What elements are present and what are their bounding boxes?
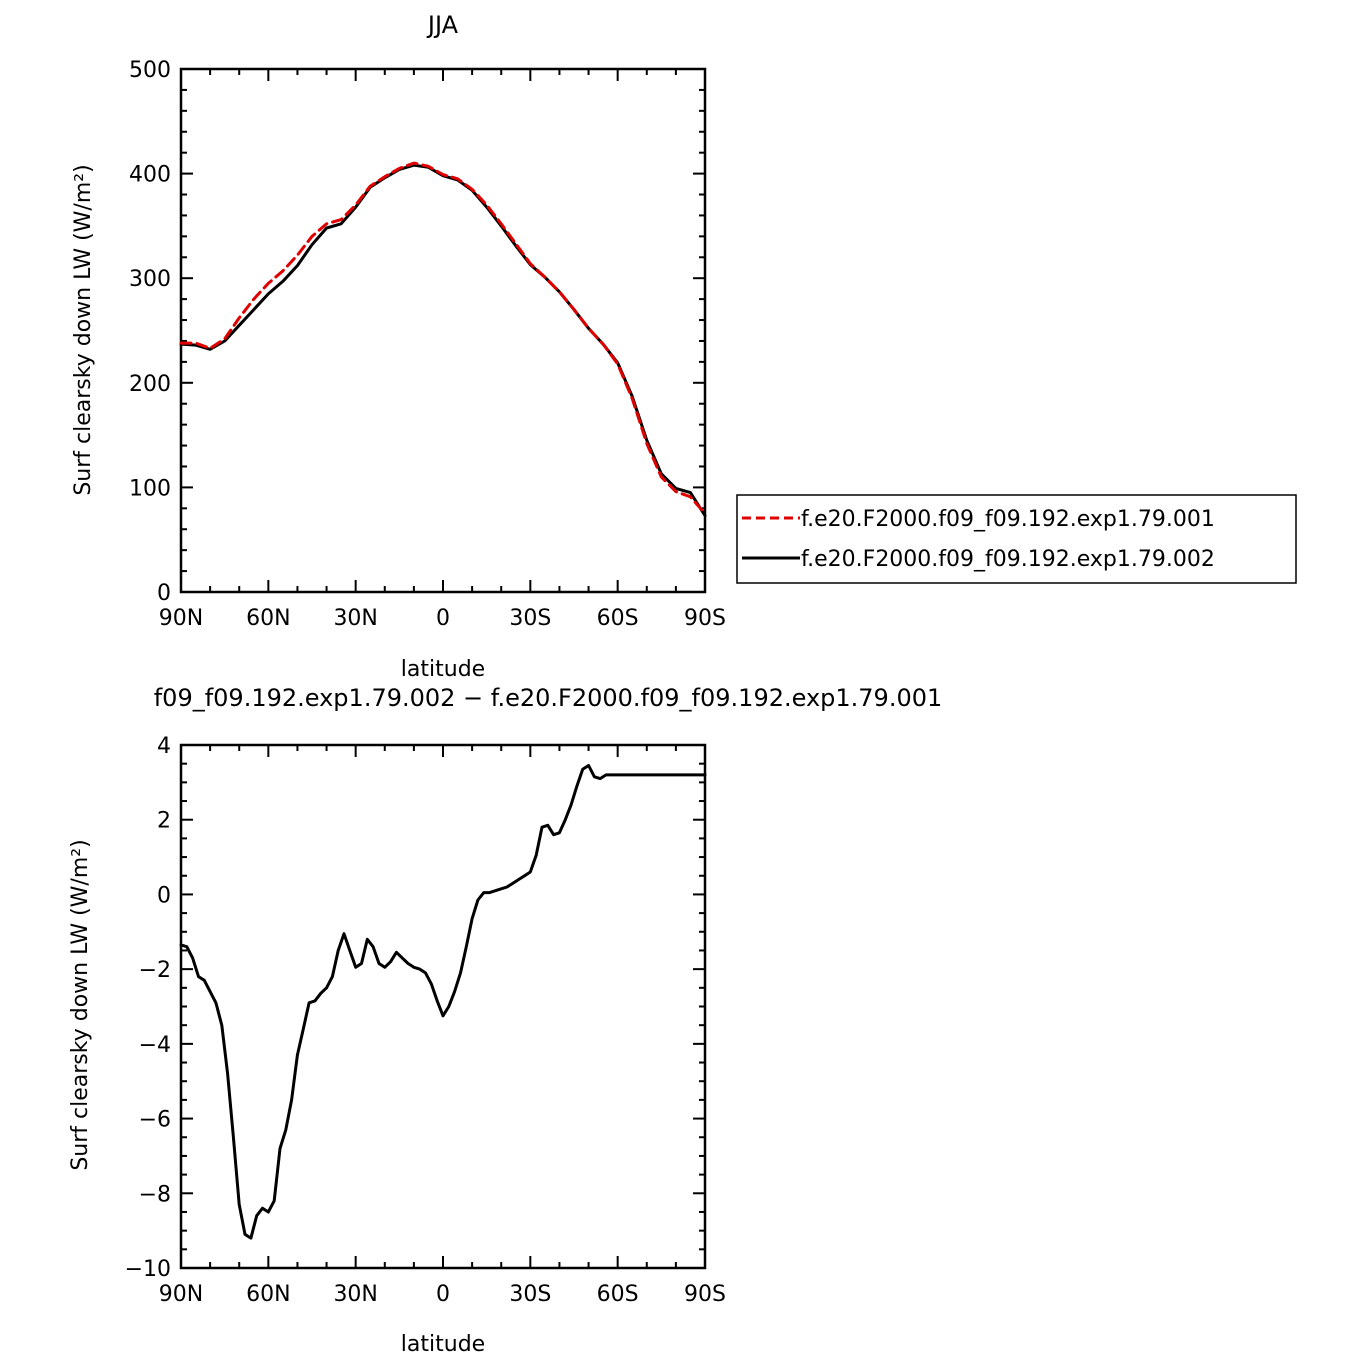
- chart-bottom-series: [179, 764, 707, 1240]
- x-tick-label: 30N: [333, 606, 377, 631]
- x-tick-label: 60S: [597, 606, 639, 631]
- chart-top-axes: 90N 60N 30N 0 30S 60S 90S 0 100 200 300 400 500: [129, 58, 726, 631]
- legend-box: [736, 494, 1297, 584]
- y-tick-label: 200: [129, 372, 171, 397]
- chart-top-series: [179, 161, 707, 518]
- y-tick-label: 300: [129, 267, 171, 292]
- x-tick-label: 60N: [246, 1282, 290, 1307]
- chart-top: JJA 90N 60N 30N 0 30S 60S 90S0100200300400500 …: [71, 11, 1297, 682]
- x-tick-label: 30S: [509, 1282, 551, 1307]
- y-tick-label: 100: [129, 476, 171, 501]
- chart-bottom-title: f09_f09.192.exp1.79.002 − f.e20.F2000.f0…: [154, 684, 943, 712]
- x-tick-label: 0: [436, 1282, 450, 1307]
- y-tick-label: −2: [139, 958, 171, 983]
- x-tick-label: 90S: [684, 1282, 726, 1307]
- y-tick-label: −6: [139, 1108, 171, 1133]
- y-tick-label: −4: [139, 1033, 171, 1058]
- y-tick-label: −8: [139, 1182, 171, 1207]
- chart-top-ylabel: Surf clearsky down LW (W/m²): [71, 164, 96, 495]
- y-tick-label: 0: [157, 581, 171, 606]
- x-tick-label: 60N: [246, 606, 290, 631]
- chart-top-title: JJA: [426, 11, 459, 39]
- x-tick-label: 0: [436, 606, 450, 631]
- x-tick-label: 30N: [333, 1282, 377, 1307]
- y-tick-label: 4: [157, 734, 171, 759]
- plot-frame: [179, 743, 707, 1270]
- y-tick-label: −10: [125, 1257, 171, 1282]
- x-tick-label: 90S: [684, 606, 726, 631]
- series-line-1: [179, 163, 707, 518]
- chart-bottom-axes: 90N 60N 30N 0 30S 60S 90S −10 −8 −6 −4 −2 0 2 4: [125, 734, 726, 1307]
- y-tick-label: 0: [157, 883, 171, 908]
- x-tick-label: 90N: [159, 606, 203, 631]
- y-tick-label: 500: [129, 58, 171, 83]
- legend-label-series-1: f.e20.F2000.f09_f09.192.exp1.79.001: [801, 507, 1215, 532]
- chart-top-legend: f.e20.F2000.f09_f09.192.exp1.79.001 f.e2…: [736, 494, 1297, 584]
- y-tick-label: 400: [129, 163, 171, 188]
- y-tick-label: 2: [157, 809, 171, 834]
- legend-label-series-2: f.e20.F2000.f09_f09.192.exp1.79.002: [801, 547, 1215, 572]
- chart-bottom: f09_f09.192.exp1.79.002 − f.e20.F2000.f0…: [68, 684, 942, 1357]
- plot-frame: [179, 67, 707, 594]
- chart-bottom-ylabel: Surf clearsky down LW (W/m²): [68, 839, 93, 1170]
- x-tick-label: 30S: [509, 606, 551, 631]
- series-line-2: [179, 161, 707, 515]
- chart-bottom-xlabel: latitude: [401, 1332, 485, 1357]
- x-tick-label: 90N: [159, 1282, 203, 1307]
- x-tick-label: 60S: [597, 1282, 639, 1307]
- series-line-1: [179, 764, 707, 1240]
- chart-top-xlabel: latitude: [401, 657, 485, 682]
